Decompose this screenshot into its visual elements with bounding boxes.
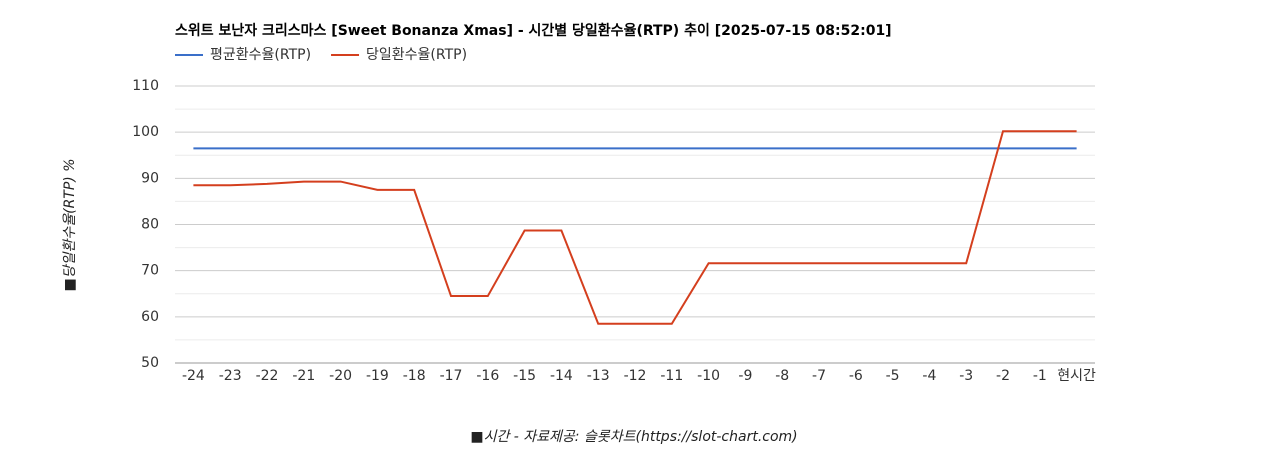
x-tick-label: -3 xyxy=(959,368,973,384)
y-tick-label: 110 xyxy=(132,78,159,94)
x-tick-label: -1 xyxy=(1033,368,1047,384)
series-line xyxy=(193,130,1077,325)
x-tick-label: -5 xyxy=(886,368,900,384)
x-tick-label: -6 xyxy=(849,368,863,384)
x-tick-label: -7 xyxy=(812,368,826,384)
y-tick-label: 50 xyxy=(141,355,159,371)
x-tick-label: -12 xyxy=(624,368,647,384)
x-tick-label: -21 xyxy=(292,368,315,384)
x-tick-label: -16 xyxy=(476,368,499,384)
x-tick-label: -22 xyxy=(256,368,279,384)
x-tick-label: -17 xyxy=(440,368,463,384)
x-tick-label: -11 xyxy=(660,368,683,384)
x-tick-label: -19 xyxy=(366,368,389,384)
x-tick-label: -20 xyxy=(329,368,352,384)
y-tick-label: 90 xyxy=(141,170,159,186)
x-tick-label: -9 xyxy=(738,368,752,384)
y-tick-label: 60 xyxy=(141,309,159,325)
x-tick-label: -14 xyxy=(550,368,573,384)
x-tick-label: 현시간 xyxy=(1057,368,1096,384)
x-tick-label: -18 xyxy=(403,368,426,384)
x-tick-label: -8 xyxy=(775,368,789,384)
x-tick-label: -23 xyxy=(219,368,242,384)
x-tick-label: -4 xyxy=(922,368,936,384)
y-tick-label: 100 xyxy=(132,124,159,140)
legend-label: 당일환수율(RTP) xyxy=(366,47,467,63)
x-axis-title: ■시간 - 자료제공: 슬롯차트(https://slot-chart.com) xyxy=(470,429,797,445)
y-axis-title: ■당일환수율(RTP) % xyxy=(62,158,78,291)
chart-title: 스위트 보난자 크리스마스 [Sweet Bonanza Xmas] - 시간별… xyxy=(175,22,892,39)
x-tick-label: -10 xyxy=(697,368,720,384)
legend-label: 평균환수율(RTP) xyxy=(210,47,311,63)
x-tick-label: -24 xyxy=(182,368,205,384)
x-tick-label: -13 xyxy=(587,368,610,384)
x-tick-label: -15 xyxy=(513,368,536,384)
y-tick-label: 80 xyxy=(141,217,159,233)
x-tick-label: -2 xyxy=(996,368,1010,384)
y-tick-label: 70 xyxy=(141,263,159,279)
